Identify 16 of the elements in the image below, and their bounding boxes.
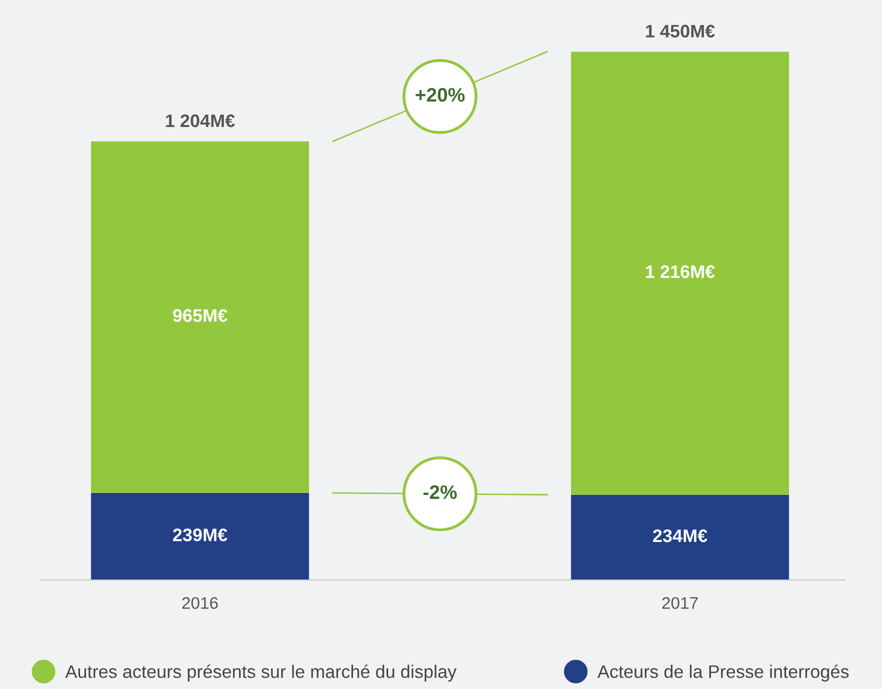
- x-tick-label: 2017: [662, 597, 698, 609]
- total-label: 1 450M€: [646, 24, 715, 38]
- x-tick-label: 2016: [182, 597, 218, 609]
- annotation: -2%: [423, 485, 457, 500]
- legend-label: Acteurs de la Presse interrogés: [597, 664, 849, 682]
- annotation: +20%: [416, 88, 465, 102]
- data-label: 1 216M€: [646, 265, 715, 278]
- legend-label: Autres acteurs présents sur le marché du display: [65, 664, 457, 682]
- data-label: 965M€: [173, 309, 228, 322]
- total-label: 1 204M€: [166, 114, 235, 128]
- data-label: 239M€: [173, 528, 228, 542]
- bar: [571, 52, 789, 495]
- bar: [91, 141, 309, 493]
- bar: [571, 494, 789, 580]
- bar: [91, 492, 309, 580]
- data-label: 234M€: [653, 529, 708, 542]
